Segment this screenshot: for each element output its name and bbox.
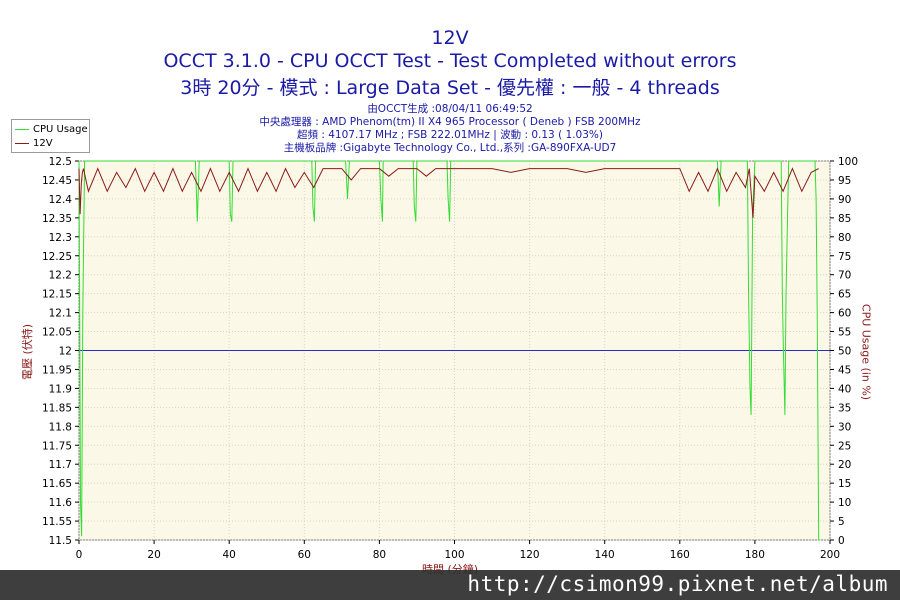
y-right-tick-label: 70	[838, 270, 851, 282]
y-right-tick-label: 80	[838, 232, 851, 244]
y-right-tick-label: 75	[838, 251, 851, 263]
y-axis-right-label: CPU Usage (in %)	[859, 303, 873, 401]
x-tick-label: 20	[147, 549, 160, 561]
y-left-tick-label: 12.25	[42, 251, 72, 263]
y-right-tick-label: 35	[838, 402, 851, 414]
x-tick-label: 0	[76, 549, 83, 561]
legend: CPU Usage 12V	[11, 119, 90, 153]
chart-subtitle: OCCT 3.1.0 - CPU OCCT Test - Test Comple…	[163, 50, 737, 72]
x-tick-label: 120	[520, 549, 540, 561]
y-left-tick-label: 12.45	[42, 175, 72, 187]
legend-swatch-cpu-usage	[15, 129, 29, 130]
y-right-tick-label: 10	[838, 497, 851, 509]
y-left-tick-label: 11.7	[49, 459, 72, 471]
y-left-tick-label: 12.35	[42, 213, 72, 225]
legend-item-cpu-usage: CPU Usage	[15, 123, 88, 136]
y-left-tick-label: 12.5	[49, 156, 72, 168]
y-right-tick-label: 95	[838, 175, 851, 187]
y-axis-left-label: 電壓 (伏特)	[21, 323, 34, 381]
series-lines	[78, 160, 830, 541]
y-right-tick-label: 30	[838, 421, 851, 433]
series-line-12v	[78, 167, 819, 218]
y-left-tick-label: 11.85	[42, 402, 72, 414]
info-line-motherboard: 主機板品牌 :Gigabyte Technology Co., Ltd.,系列 …	[283, 142, 617, 154]
legend-swatch-12v	[15, 143, 29, 144]
info-line-generated: 由OCCT生成 :08/04/11 06:49:52	[367, 103, 533, 115]
y-left-tick-label: 11.75	[42, 440, 72, 452]
y-right-tick-label: 0	[838, 535, 845, 547]
watermark-text: http://csimon99.pixnet.net/album	[467, 572, 888, 596]
x-tick-label: 200	[820, 549, 840, 561]
y-right-tick-label: 60	[838, 308, 851, 320]
y-left-tick-label: 11.8	[49, 421, 72, 433]
info-line-cpu: 中央處理器 : AMD Phenom(tm) II X4 965 Process…	[259, 116, 641, 128]
chart-subtitle-2: 3時 20分 - 模式 : Large Data Set - 優先權 : 一般 …	[180, 77, 720, 99]
watermark-bar	[0, 570, 900, 600]
y-right-tick-label: 65	[838, 289, 851, 301]
chart-title: 12V	[431, 27, 469, 49]
y-left-tick-label: 12.2	[49, 270, 72, 282]
y-left-tick-label: 11.5	[49, 535, 72, 547]
y-right-tick-label: 25	[838, 440, 851, 452]
y-right-tick-label: 20	[838, 459, 851, 471]
y-right-tick-label: 85	[838, 213, 851, 225]
legend-item-12v: 12V	[15, 137, 53, 150]
x-tick-label: 80	[373, 549, 386, 561]
x-tick-label: 100	[444, 549, 464, 561]
x-tick-label: 160	[670, 549, 690, 561]
x-tick-label: 140	[595, 549, 615, 561]
y-left-tick-label: 12.1	[49, 308, 72, 320]
series-line-cpu-usage	[78, 160, 820, 541]
x-tick-label: 60	[298, 549, 311, 561]
y-right-tick-label: 100	[838, 156, 858, 168]
x-tick-label: 180	[745, 549, 765, 561]
axis-ticks: 11.5 11.55 11.6 11.65 11.7 11.75 11.8 11.85 11.9…	[42, 156, 858, 561]
y-left-tick-label: 11.55	[42, 516, 72, 528]
info-line-overclock: 超頻 : 4107.17 MHz ; FSB 222.01MHz | 波動 : …	[297, 129, 603, 141]
y-left-tick-label: 12.15	[42, 289, 72, 301]
y-right-tick-label: 15	[838, 478, 851, 490]
y-right-tick-label: 45	[838, 364, 851, 376]
legend-label-cpu-usage: CPU Usage	[33, 124, 88, 135]
y-right-tick-label: 50	[838, 346, 851, 358]
y-right-tick-label: 90	[838, 194, 851, 206]
y-left-tick-label: 12.05	[42, 327, 72, 339]
y-left-tick-label: 12.4	[49, 194, 73, 206]
y-left-tick-label: 11.9	[49, 383, 72, 395]
y-right-tick-label: 5	[838, 516, 845, 528]
y-right-tick-label: 40	[838, 383, 851, 395]
legend-label-12v: 12V	[33, 138, 53, 149]
y-left-tick-label: 11.65	[42, 478, 72, 490]
y-left-tick-label: 11.95	[42, 364, 72, 376]
y-left-tick-label: 12.3	[49, 232, 72, 244]
x-tick-label: 40	[223, 549, 236, 561]
y-left-tick-label: 12	[59, 346, 72, 358]
y-left-tick-label: 11.6	[49, 497, 73, 509]
y-right-tick-label: 55	[838, 327, 851, 339]
